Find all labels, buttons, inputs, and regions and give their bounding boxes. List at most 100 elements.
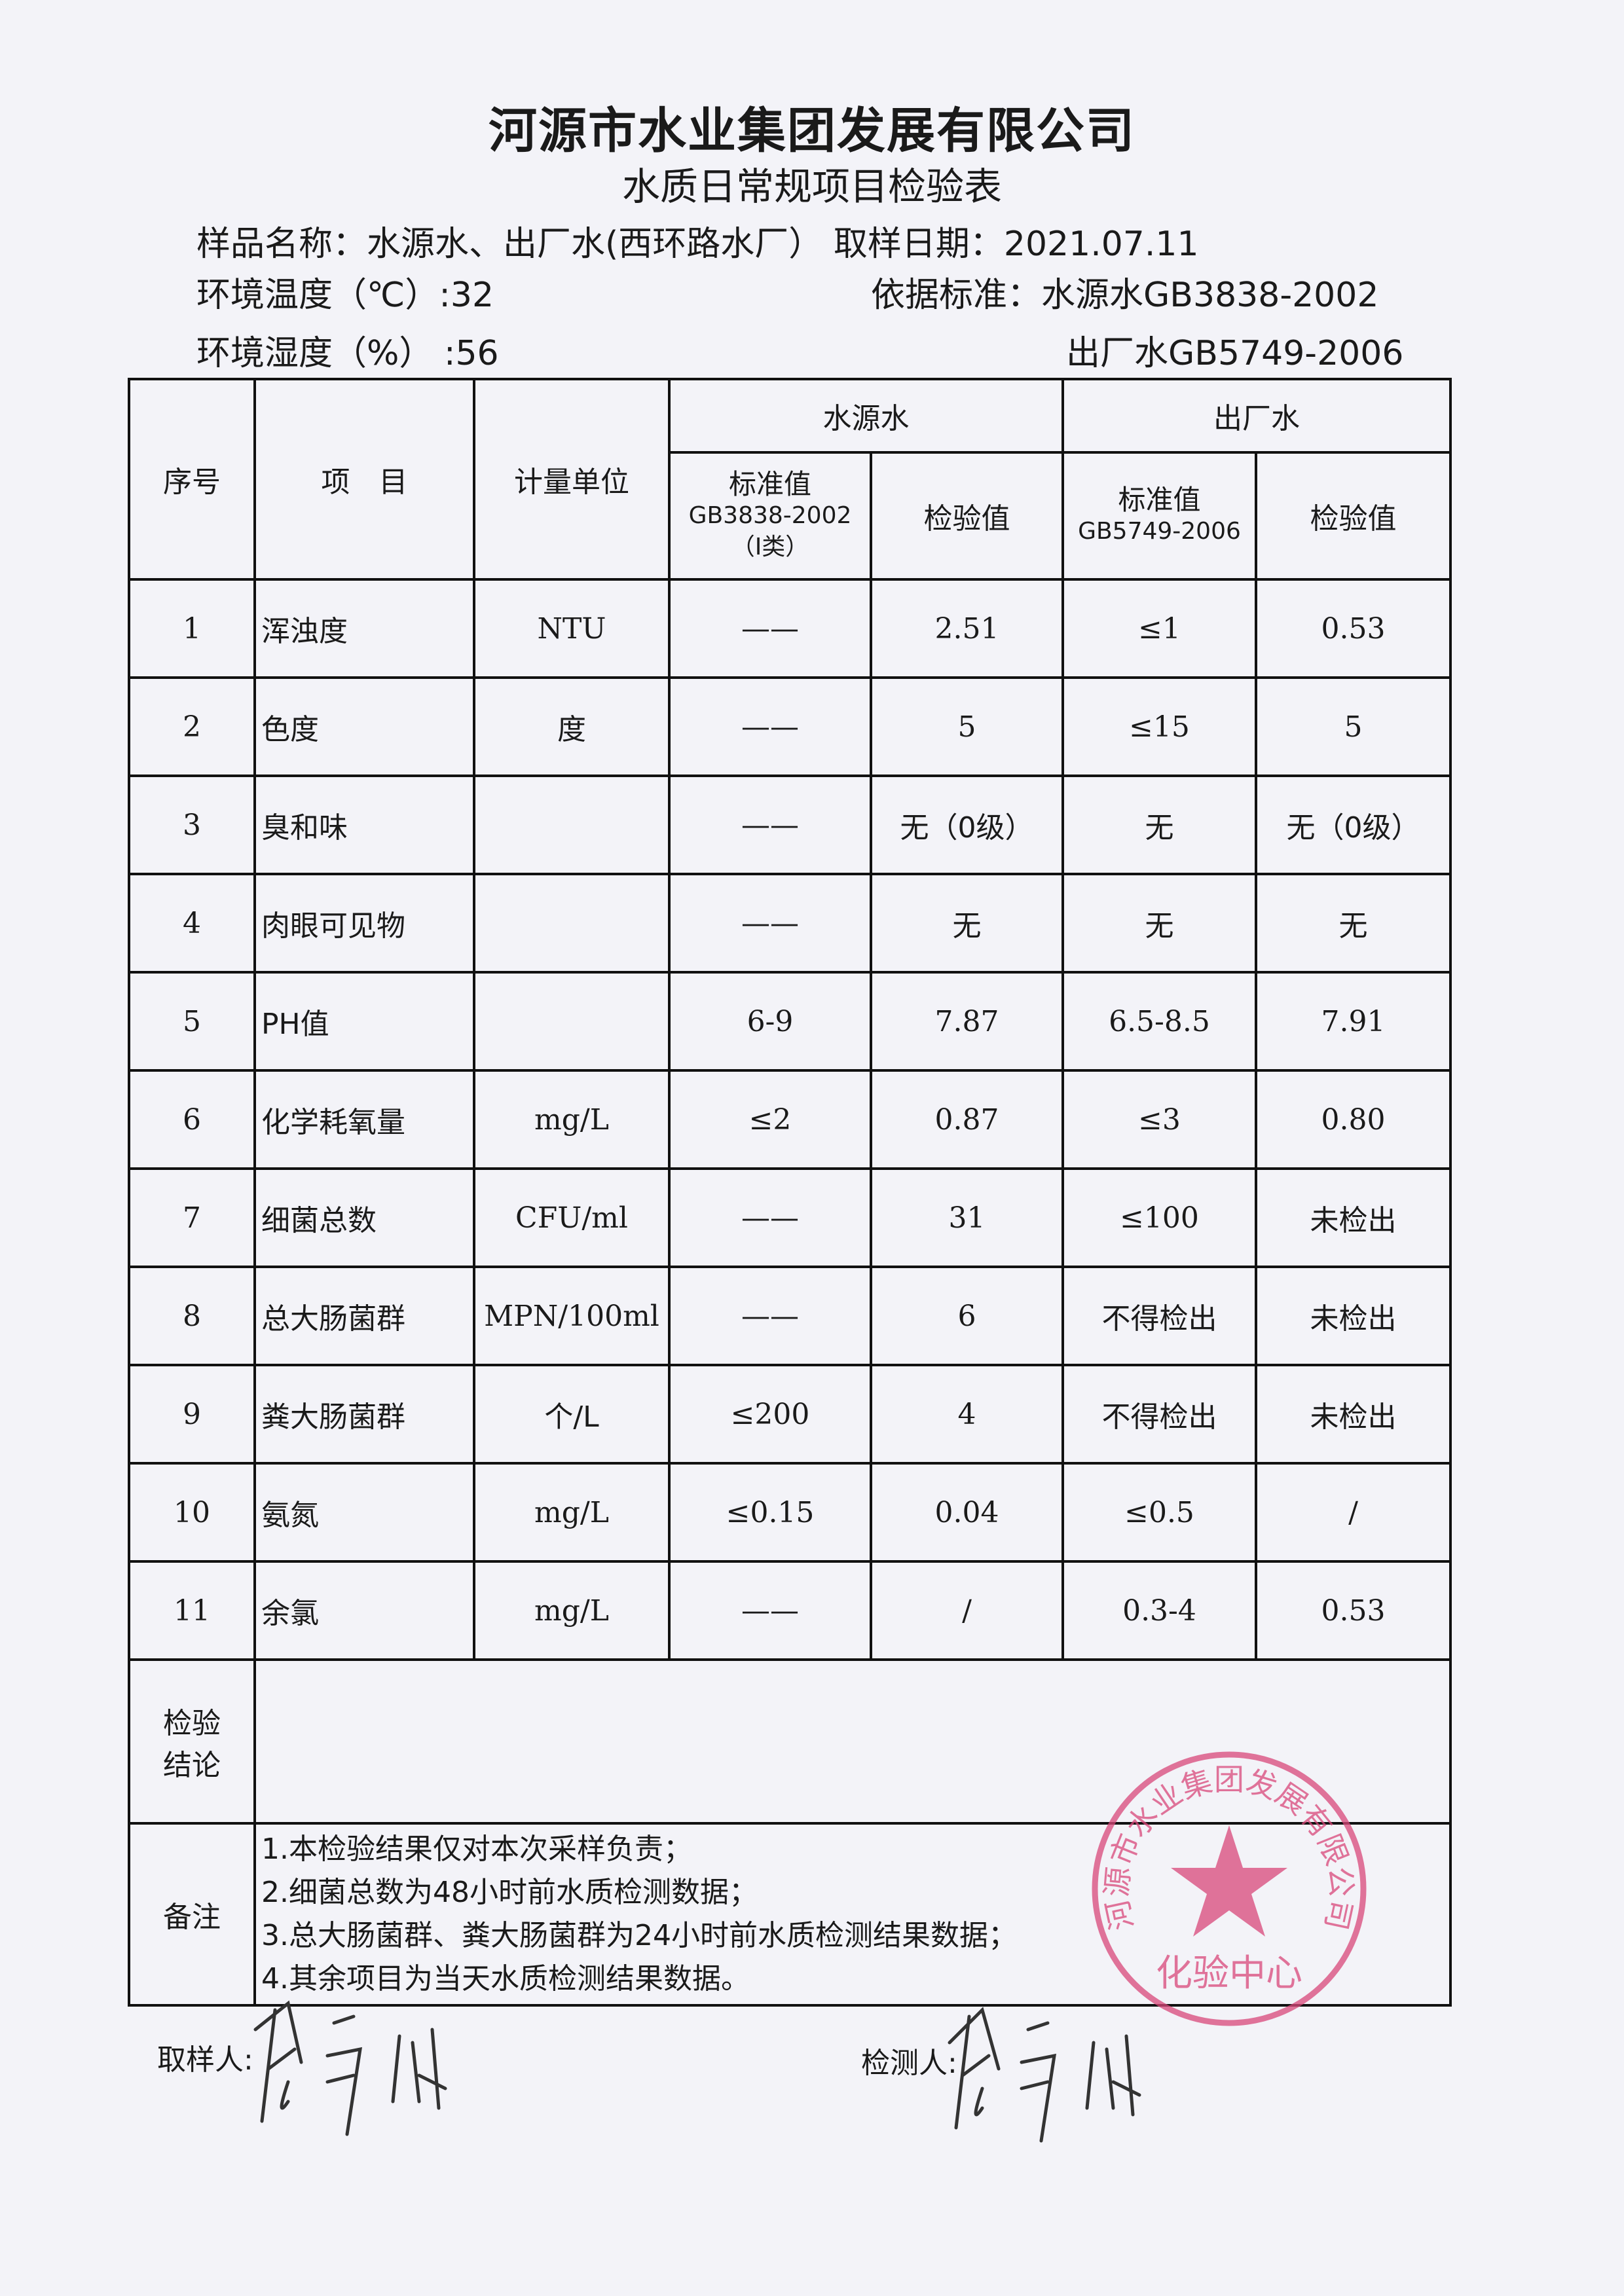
cell-item: 臭和味 [253,774,475,875]
conclusion-label-line1: 检验 [163,1707,221,1740]
standard-line: 依据标准：水源水GB3838-2002 [871,267,1378,316]
cell-no: 9 [128,1364,256,1465]
table-row: 8 总大肠菌群 MPN/100ml —— 6 不得检出 未检出 [128,1266,1452,1366]
standard-output: 出厂水GB5749-2006 [1066,334,1404,373]
cell-src-std: ≤0.15 [668,1462,872,1563]
tester-label: 检测人: [861,2047,957,2080]
cell-out-val: 无（0级） [1255,774,1452,875]
cell-src-std: —— [668,1560,872,1661]
standard-source: 水源水GB3838-2002 [1041,276,1379,315]
sampler-signature [253,2000,447,2136]
cell-no: 4 [128,873,256,974]
cell-src-val: 0.04 [870,1462,1064,1563]
cell-item: 肉眼可见物 [253,873,475,974]
temperature-line: 环境温度（℃）:32 [196,267,494,316]
cell-out-std: ≤1 [1061,578,1257,679]
cell-src-std: 6-9 [668,971,872,1072]
sample-name: 水源水、出厂水(西环路水厂） [367,225,823,264]
cell-out-std: ≤15 [1061,676,1257,777]
cell-item: PH值 [253,971,475,1072]
cell-src-std: —— [668,676,872,777]
cell-out-val: 7.91 [1255,971,1452,1072]
cell-unit: CFU/ml [473,1167,671,1268]
table-row: 5 PH值 6-9 7.87 6.5-8.5 7.91 [128,971,1452,1072]
header-output-value: 检验值 [1255,451,1452,581]
cell-unit: 个/L [473,1364,671,1465]
cell-out-val: / [1255,1462,1452,1563]
cell-item: 总大肠菌群 [253,1266,475,1366]
cell-out-std: 不得检出 [1061,1266,1257,1366]
header-source-water: 水源水 [668,378,1064,454]
cell-unit: mg/L [473,1560,671,1661]
cell-unit: MPN/100ml [473,1266,671,1366]
cell-src-std: ≤2 [668,1069,872,1170]
cell-no: 3 [128,774,256,875]
cell-no: 7 [128,1167,256,1268]
cell-src-val: 0.87 [870,1069,1064,1170]
header-output-water: 出厂水 [1061,378,1452,454]
note-item: 4.其余项目为当天水质检测结果数据。 [261,1962,750,1995]
conclusion-label: 检验 结论 [128,1658,256,1825]
cell-unit [473,774,671,875]
cell-out-std: ≤3 [1061,1069,1257,1170]
header-unit: 计量单位 [473,378,671,581]
table-row: 4 肉眼可见物 —— 无无无 [128,873,1452,974]
cell-out-std: 6.5-8.5 [1061,971,1257,1072]
sample-date: 2021.07.11 [1003,225,1199,264]
cell-src-val: 无（0级） [870,774,1064,875]
cell-out-std: ≤100 [1061,1167,1257,1268]
source-std-line3: （Ⅰ类） [731,534,809,560]
cell-src-std: —— [668,873,872,974]
cell-item: 浑浊度 [253,578,475,679]
cell-no: 5 [128,971,256,1072]
cell-src-val: 2.51 [870,578,1064,679]
humidity-value: 56 [455,334,499,373]
cell-out-val: 0.53 [1255,1560,1452,1661]
cell-unit [473,873,671,974]
cell-item: 色度 [253,676,475,777]
cell-out-val: 无 [1255,873,1452,974]
cell-item: 余氯 [253,1560,475,1661]
cell-unit: NTU [473,578,671,679]
cell-src-val: 无 [870,873,1064,974]
sample-name-label: 样品名称： [196,225,367,264]
table-row: 10 氨氮 mg/L ≤0.15 0.04 ≤0.5/ [128,1462,1452,1563]
note-item: 1.本检验结果仅对本次采样负责； [261,1832,692,1866]
cell-no: 6 [128,1069,256,1170]
sample-date-label: 取样日期： [833,225,1004,264]
form-title: 水质日常规项目检验表 [621,164,1002,209]
cell-no: 8 [128,1266,256,1366]
cell-out-val: 5 [1255,676,1452,777]
star-icon [1171,1825,1287,1937]
notes-label: 备注 [128,1822,256,2007]
cell-out-std: 无 [1061,774,1257,875]
output-std-line2: GB5749-2006 [1078,518,1241,545]
cell-out-std: 0.3-4 [1061,1560,1257,1661]
table-row: 6 化学耗氧量 mg/L ≤2 0.87 ≤3 0.80 [128,1069,1452,1170]
header-source-standard: 标准值 GB3838-2002 （Ⅰ类） [668,451,872,581]
cell-unit [473,971,671,1072]
cell-item: 氨氮 [253,1462,475,1563]
sampler-label: 取样人: [157,2043,253,2077]
cell-out-val: 未检出 [1255,1364,1452,1465]
note-item: 3.总大肠菌群、粪大肠菌群为24小时前水质检测结果数据； [261,1919,1017,1952]
header-item: 项 目 [253,378,475,581]
cell-no: 1 [128,578,256,679]
cell-src-std: ≤200 [668,1364,872,1465]
cell-out-val: 未检出 [1255,1266,1452,1366]
cell-no: 10 [128,1462,256,1563]
cell-out-std: 无 [1061,873,1257,974]
source-std-line2: GB3838-2002 [688,502,852,529]
temperature-value: 32 [450,276,494,315]
cell-item: 粪大肠菌群 [253,1364,475,1465]
humidity-label: 环境湿度（%） : [196,334,456,373]
header-no: 序号 [128,378,256,581]
cell-no: 2 [128,676,256,777]
cell-src-std: —— [668,1266,872,1366]
tester-signature [948,2007,1141,2143]
note-item: 2.细菌总数为48小时前水质检测数据； [261,1876,758,1909]
table-row: 9 粪大肠菌群 个/L ≤200 4 不得检出 未检出 [128,1364,1452,1465]
cell-item: 细菌总数 [253,1167,475,1268]
standard-label: 依据标准： [871,276,1042,315]
table-row: 1 浑浊度 NTU —— 2.51 ≤1 0.53 [128,578,1452,679]
